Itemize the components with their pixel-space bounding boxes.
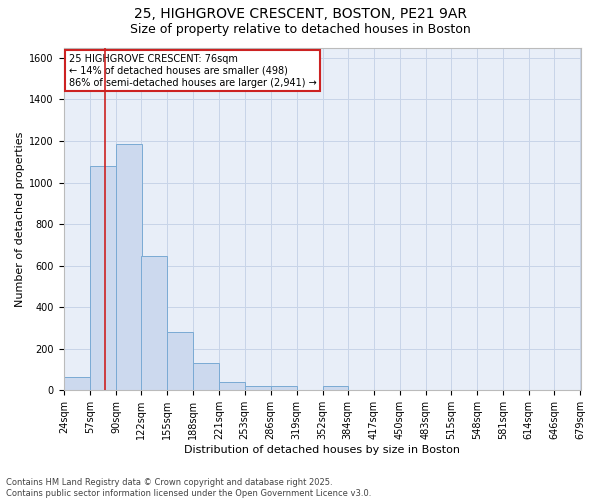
Text: Contains HM Land Registry data © Crown copyright and database right 2025.
Contai: Contains HM Land Registry data © Crown c…	[6, 478, 371, 498]
X-axis label: Distribution of detached houses by size in Boston: Distribution of detached houses by size …	[184, 445, 460, 455]
Y-axis label: Number of detached properties: Number of detached properties	[15, 131, 25, 306]
Bar	[271, 386, 296, 390]
Text: 25, HIGHGROVE CRESCENT, BOSTON, PE21 9AR: 25, HIGHGROVE CRESCENT, BOSTON, PE21 9AR	[133, 8, 467, 22]
Bar	[142, 256, 167, 390]
Bar	[64, 377, 90, 390]
Text: 25 HIGHGROVE CRESCENT: 76sqm
← 14% of detached houses are smaller (498)
86% of s: 25 HIGHGROVE CRESCENT: 76sqm ← 14% of de…	[68, 54, 316, 88]
Bar	[245, 386, 271, 390]
Bar	[220, 382, 245, 390]
Bar	[167, 332, 193, 390]
Bar	[323, 386, 349, 390]
Bar	[116, 144, 142, 390]
Text: Size of property relative to detached houses in Boston: Size of property relative to detached ho…	[130, 22, 470, 36]
Bar	[90, 166, 116, 390]
Bar	[193, 364, 220, 390]
